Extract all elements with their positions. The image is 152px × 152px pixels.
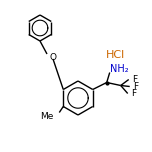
Text: O: O xyxy=(50,54,57,62)
Text: F: F xyxy=(132,75,137,84)
Text: Me: Me xyxy=(40,112,53,121)
Text: F: F xyxy=(131,89,136,98)
Text: F: F xyxy=(133,82,138,91)
Text: NH₂: NH₂ xyxy=(110,64,128,74)
Text: HCl: HCl xyxy=(106,50,125,60)
